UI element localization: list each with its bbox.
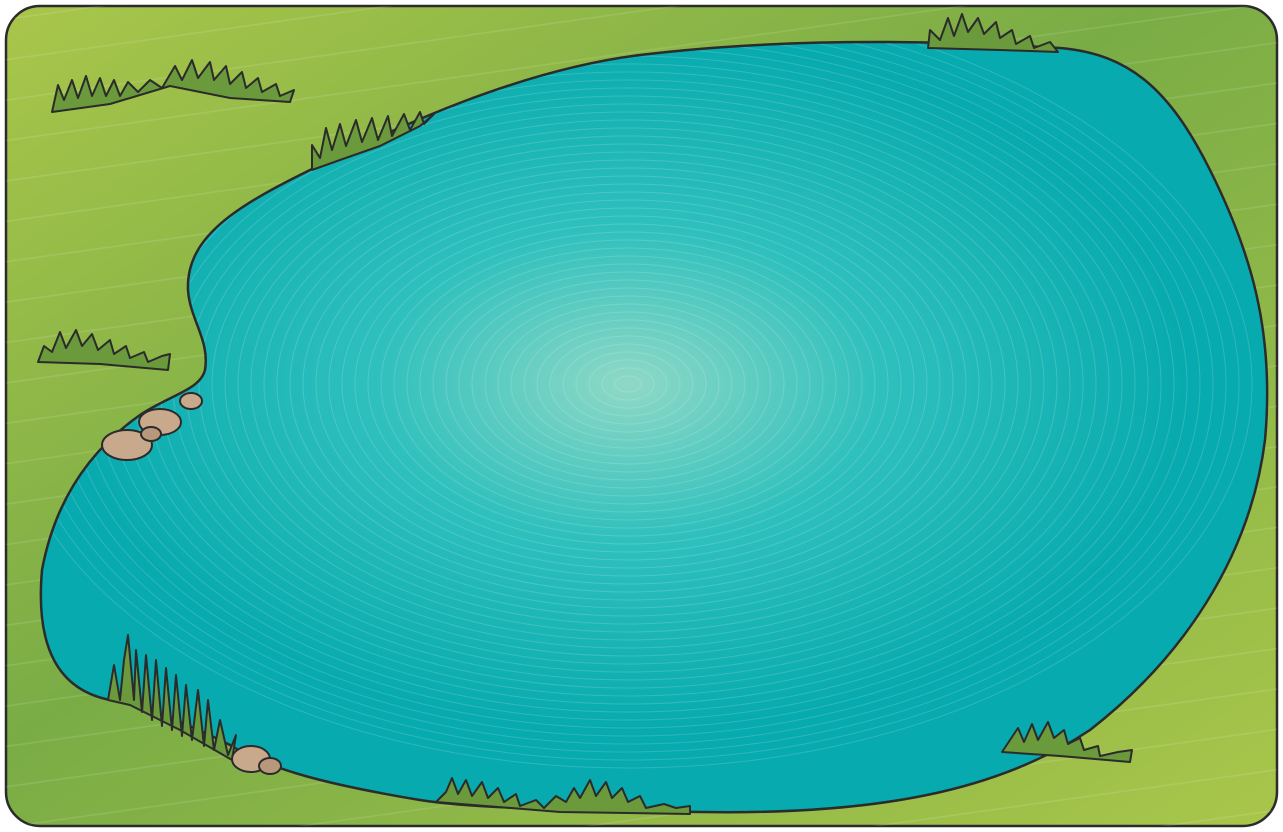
ripple-ring <box>289 175 967 593</box>
ripple-ring <box>198 119 1058 649</box>
ripple-ring <box>536 327 720 441</box>
ripple-ring <box>445 271 811 497</box>
ripple-ring <box>471 287 785 481</box>
ripple-ring <box>40 42 1253 769</box>
ripple-ring <box>40 42 1240 761</box>
ripple-ring <box>315 191 941 577</box>
ripple-ring <box>562 343 694 425</box>
grass-tuft-bottom-center <box>435 777 691 815</box>
ripple-ring <box>341 207 915 561</box>
ripple-ring <box>211 127 1045 641</box>
ripple-ring <box>380 231 876 537</box>
stone-bottom-left-small <box>258 757 282 775</box>
ripple-ring <box>497 303 759 465</box>
ripple-ring <box>393 239 863 529</box>
ripple-ring <box>523 319 733 449</box>
ripple-ring <box>575 351 681 417</box>
ripple-ring <box>588 359 668 409</box>
ripple-ring <box>40 42 1227 753</box>
ripple-ring <box>302 183 954 585</box>
ripple-ring <box>224 135 1032 633</box>
ripple-ring <box>419 255 837 513</box>
ripple-ring <box>406 247 850 521</box>
grass-tuft-left <box>37 329 171 371</box>
grass-tuft-bottom-right <box>1001 721 1133 763</box>
ripple-ring <box>276 167 980 601</box>
grass-tuft-top-left <box>51 59 295 113</box>
ripple-ring <box>263 159 993 609</box>
ripple-ring <box>458 279 798 489</box>
ripple-ring <box>484 295 772 473</box>
grass-tuft-top-right <box>927 13 1059 53</box>
ripple-ring <box>237 143 1019 625</box>
ripple-ring <box>510 311 746 457</box>
pond-water <box>39 40 1269 814</box>
stone-large-left <box>101 429 153 461</box>
ripple-ring <box>614 375 642 393</box>
ripple-ring <box>354 215 902 553</box>
ripple-ring <box>601 367 655 401</box>
ripple-ring <box>432 263 824 505</box>
ripple-ring <box>250 151 1006 617</box>
ripple-ring <box>549 335 707 433</box>
grass-tuft-upper <box>311 111 435 171</box>
ripple-ring <box>328 199 928 569</box>
grass-tuft-bottom-left-reeds <box>107 634 237 761</box>
stone-small-left <box>140 426 162 442</box>
ripple-ring <box>367 223 889 545</box>
stone-pebble-left <box>179 392 203 410</box>
